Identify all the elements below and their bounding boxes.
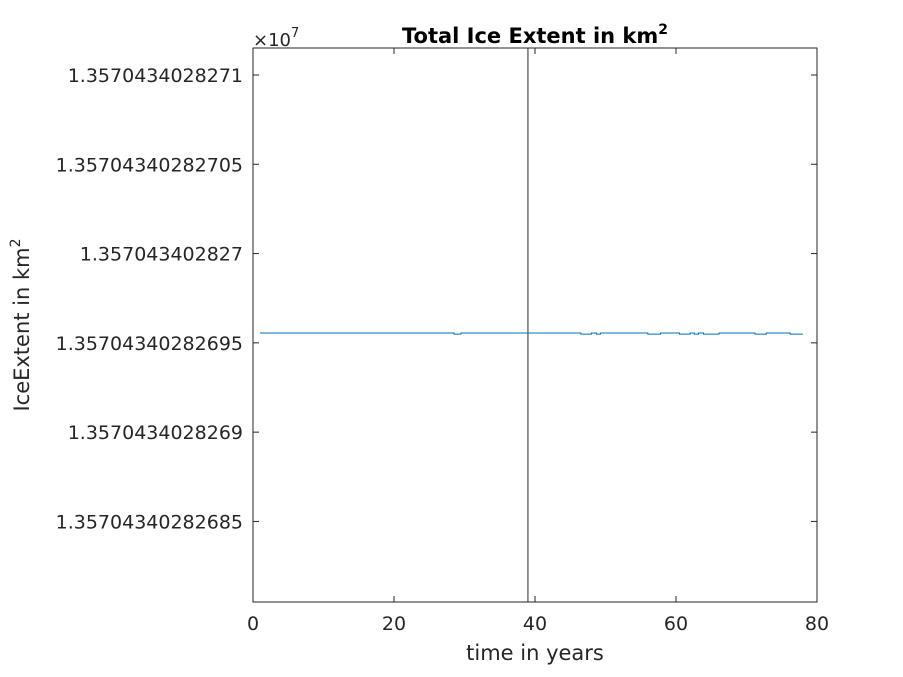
x-tick-label: 20 [382, 613, 406, 635]
axes-box [252, 47, 818, 603]
y-tick-label: 1.357043402827 [80, 244, 243, 266]
x-tick-label: 40 [523, 613, 547, 635]
y-exponent-label: ×107 [253, 26, 299, 51]
y-tick-label: 1.3570434028271 [68, 65, 243, 87]
x-tick-label: 60 [664, 613, 688, 635]
x-axis-label: time in years [466, 641, 604, 665]
y-axis-label: IceExtent in km2 [8, 238, 34, 411]
x-tick-label: 0 [247, 613, 259, 635]
data-marks [260, 48, 803, 602]
y-tick-label: 1.35704340282695 [56, 333, 243, 355]
x-tick-label: 80 [805, 613, 829, 635]
y-tick-label: 1.35704340282685 [56, 511, 243, 533]
plot-area [253, 48, 817, 602]
y-axis-ticks: 1.3570434028271 1.35704340282705 1.3570434… [56, 65, 817, 533]
x-axis-ticks: 0 20 40 60 80 [247, 48, 829, 635]
series-line [260, 332, 803, 335]
y-tick-label: 1.3570434028269 [68, 422, 243, 444]
chart-title: Total Ice Extent in km2 [402, 22, 668, 48]
y-tick-label: 1.35704340282705 [56, 154, 243, 176]
